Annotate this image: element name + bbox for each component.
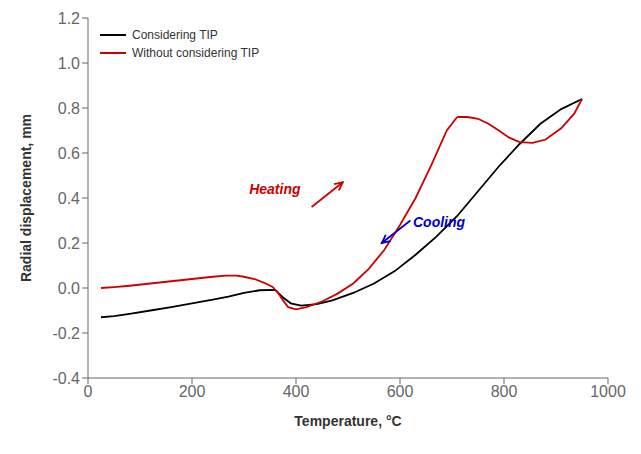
svg-text:1.0: 1.0: [58, 55, 80, 72]
svg-text:Temperature, °C: Temperature, °C: [294, 413, 401, 429]
svg-text:1.2: 1.2: [58, 10, 80, 27]
svg-text:Heating: Heating: [249, 181, 301, 197]
html-text:Considering TIP: Considering TIP: [132, 28, 218, 42]
svg-text:0.6: 0.6: [58, 145, 80, 162]
svg-text:-0.4: -0.4: [52, 370, 80, 387]
svg-text:0.4: 0.4: [58, 190, 80, 207]
svg-text:Radial displacement, mm: Radial displacement, mm: [18, 114, 34, 282]
svg-text:-0.2: -0.2: [52, 325, 80, 342]
svg-text:200: 200: [179, 383, 206, 400]
svg-text:800: 800: [491, 383, 518, 400]
html-text:Without considering TIP: Without considering TIP: [132, 46, 260, 60]
svg-text:0: 0: [84, 383, 93, 400]
svg-text:400: 400: [283, 383, 310, 400]
svg-text:600: 600: [387, 383, 414, 400]
svg-text:0.8: 0.8: [58, 100, 80, 117]
svg-text:1000: 1000: [590, 383, 626, 400]
svg-text:0.2: 0.2: [58, 235, 80, 252]
svg-text:Cooling: Cooling: [413, 214, 466, 230]
svg-text:0.0: 0.0: [58, 280, 80, 297]
